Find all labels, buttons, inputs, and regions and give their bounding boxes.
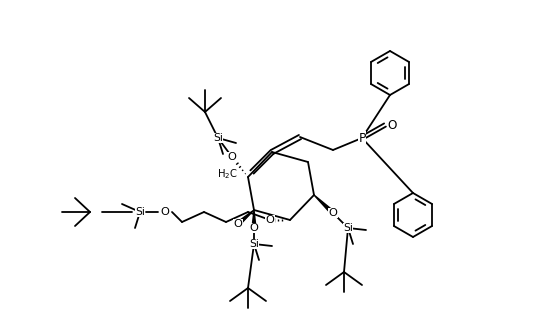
Text: Si: Si bbox=[135, 207, 145, 217]
Text: H$_2$C: H$_2$C bbox=[217, 167, 238, 181]
Text: O: O bbox=[228, 152, 236, 162]
Text: O: O bbox=[387, 119, 397, 131]
Text: Si: Si bbox=[249, 239, 259, 249]
Text: O: O bbox=[160, 207, 169, 217]
Text: O: O bbox=[266, 215, 274, 225]
Polygon shape bbox=[314, 195, 335, 214]
Polygon shape bbox=[252, 210, 256, 228]
Polygon shape bbox=[237, 210, 254, 225]
Text: Si: Si bbox=[343, 223, 353, 233]
Text: P: P bbox=[358, 131, 366, 144]
Text: O: O bbox=[329, 208, 337, 218]
Text: O: O bbox=[250, 223, 258, 233]
Text: Si: Si bbox=[213, 133, 223, 143]
Text: O: O bbox=[233, 219, 243, 229]
